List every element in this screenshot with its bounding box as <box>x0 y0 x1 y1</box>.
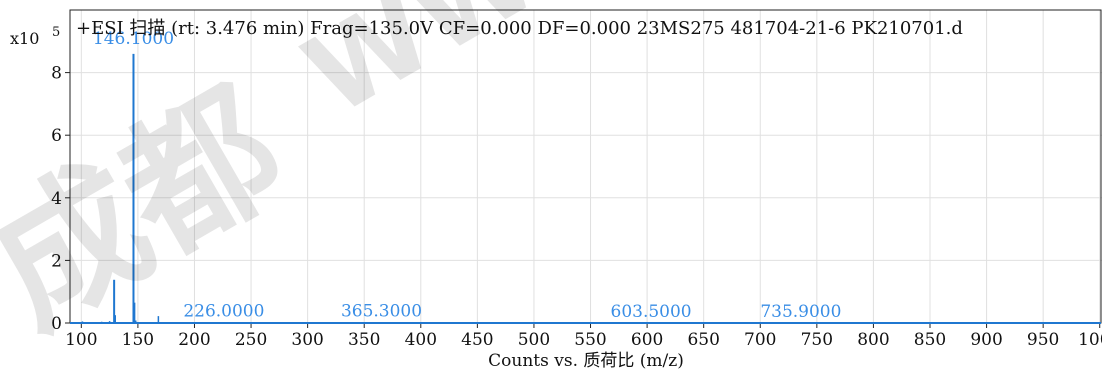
x-tick-label: 450 <box>461 330 493 350</box>
x-tick-label: 850 <box>914 330 946 350</box>
axes: 100 150 200 250 300 350 400 450 500 550 600 650 700 7… <box>51 9 1102 350</box>
x-tick-label: 350 <box>348 330 380 350</box>
grid-lines <box>70 10 1102 323</box>
spectrum-series <box>70 53 1101 324</box>
peak-label: 146.1000 <box>93 29 174 49</box>
x-tick-label: 550 <box>574 330 606 350</box>
peak-labels: 146.1000 226.0000 365.3000 603.5000 735.9000 <box>93 29 842 322</box>
plot-frame <box>69 9 1102 324</box>
y-tick-label: 0 <box>51 314 62 334</box>
x-tick-label: 1000 <box>1078 330 1102 350</box>
x-tick-label: 800 <box>857 330 889 350</box>
y-tick-label: 6 <box>51 126 62 146</box>
x-tick-label: 400 <box>405 330 437 350</box>
x-axis-label: Counts vs. 质荷比 (m/z) <box>488 351 684 369</box>
x-tick-label: 650 <box>687 330 719 350</box>
x-tick-label: 500 <box>518 330 550 350</box>
x-tick-label: 700 <box>744 330 776 350</box>
x-tick-label: 250 <box>235 330 267 350</box>
x-tick-label: 100 <box>65 330 97 350</box>
peak-label: 735.9000 <box>760 302 841 322</box>
peak-label: 603.5000 <box>611 302 692 322</box>
x-tick-label: 750 <box>801 330 833 350</box>
chart-title: +ESI 扫描 (rt: 3.476 min) Frag=135.0V CF=0… <box>76 18 963 39</box>
x-tick-label: 950 <box>1027 330 1059 350</box>
y-tick-label: 8 <box>51 64 62 84</box>
y-multiplier: x10 <box>10 29 39 48</box>
x-tick-label: 600 <box>631 330 663 350</box>
x-tick-label: 200 <box>178 330 210 350</box>
peak-label: 226.0000 <box>183 301 264 321</box>
y-exponent: 5 <box>52 25 60 40</box>
y-tick-label: 2 <box>51 251 62 271</box>
x-tick-label: 150 <box>122 330 154 350</box>
peak-label: 365.3000 <box>341 302 422 322</box>
x-tick-label: 300 <box>291 330 323 350</box>
x-tick-label: 900 <box>970 330 1002 350</box>
y-tick-label: 4 <box>51 189 62 209</box>
